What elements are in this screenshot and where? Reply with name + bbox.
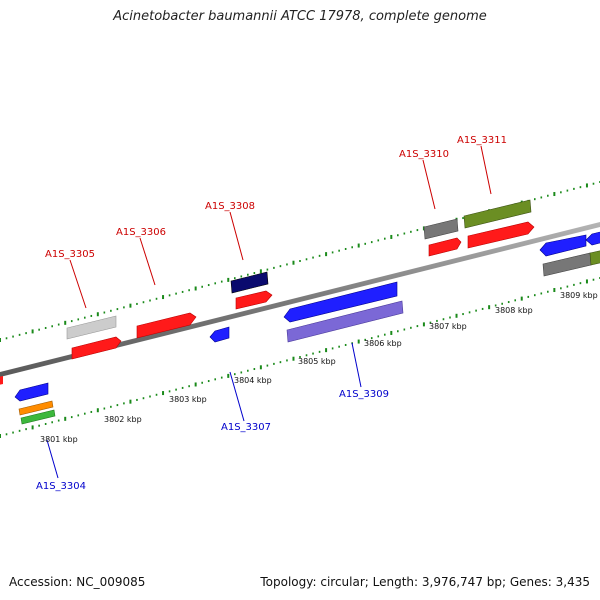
axis-labels: 3801 kbp 3802 kbp 3803 kbp 3804 kbp 3805… (40, 291, 598, 444)
genome-backbone (0, 222, 600, 377)
gene-label[interactable]: A1S_3306 (116, 227, 166, 238)
gene-labels: A1S_3305 A1S_3306 A1S_3308 A1S_3310 A1S_… (36, 135, 507, 492)
gene-feature[interactable] (428, 237, 462, 257)
gene-feature[interactable] (585, 231, 600, 246)
gene-label[interactable]: A1S_3308 (205, 201, 255, 212)
gene-label[interactable]: A1S_3307 (221, 422, 271, 433)
gene-feature[interactable] (235, 290, 273, 310)
gene-feature[interactable] (286, 300, 404, 343)
gene-label[interactable]: A1S_3305 (45, 249, 95, 260)
label-leaders (46, 145, 492, 479)
gene-feature[interactable] (136, 312, 197, 339)
gene-feature[interactable] (230, 271, 269, 294)
gene-feature[interactable] (539, 234, 587, 257)
gene-label[interactable]: A1S_3304 (36, 481, 86, 492)
gene-feature[interactable] (14, 382, 49, 402)
axis-label: 3801 kbp (40, 435, 78, 444)
inner-tick-track (0, 277, 600, 438)
reverse-features (14, 231, 600, 425)
gene-feature[interactable] (589, 250, 600, 266)
axis-label: 3807 kbp (429, 322, 467, 331)
axis-label: 3805 kbp (298, 357, 336, 366)
gene-label[interactable]: A1S_3311 (457, 135, 507, 146)
gene-feature[interactable] (542, 252, 592, 277)
gene-label[interactable]: A1S_3310 (399, 149, 449, 160)
axis-label: 3809 kbp (560, 291, 598, 300)
gene-feature[interactable] (20, 409, 56, 425)
gene-feature[interactable] (66, 315, 117, 340)
gene-feature[interactable] (0, 376, 3, 386)
axis-label: 3803 kbp (169, 395, 207, 404)
axis-label: 3804 kbp (234, 376, 272, 385)
genome-summary-text: Topology: circular; Length: 3,976,747 bp… (260, 575, 590, 589)
forward-features (0, 199, 535, 386)
gene-feature[interactable] (463, 199, 532, 229)
gene-feature[interactable] (283, 281, 398, 323)
gene-feature[interactable] (423, 218, 459, 240)
map-title: Acinetobacter baumannii ATCC 17978, comp… (113, 9, 487, 24)
gene-label[interactable]: A1S_3309 (339, 389, 389, 400)
axis-label: 3808 kbp (495, 306, 533, 315)
accession-text: Accession: NC_009085 (9, 575, 146, 589)
axis-label: 3802 kbp (104, 415, 142, 424)
axis-label: 3806 kbp (364, 339, 402, 348)
gene-feature[interactable] (71, 336, 122, 360)
gene-feature[interactable] (209, 326, 230, 343)
gene-feature[interactable] (18, 400, 54, 416)
gene-feature[interactable] (467, 221, 535, 249)
